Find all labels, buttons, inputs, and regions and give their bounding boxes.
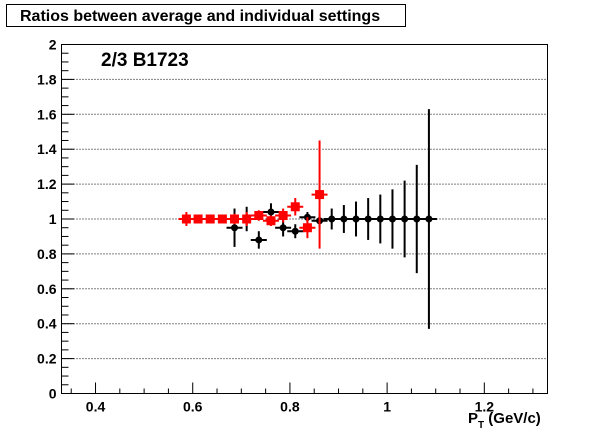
point-marker [205,214,215,224]
point-marker [388,215,396,223]
data-point [250,210,267,221]
y-tick-label: 2 [49,37,57,53]
point-marker [364,215,372,223]
x-tick-label: 0.8 [280,399,300,415]
y-tick-label: 0.4 [37,316,57,332]
y-tick-label: 1.6 [37,106,57,122]
y-tick-label: 0.6 [37,281,57,297]
data-point [420,109,437,329]
data-point [238,212,255,226]
point-marker [266,216,276,226]
point-marker [217,214,227,224]
data-point [311,140,328,249]
point-marker [315,190,325,200]
y-tick-label: 1.2 [37,176,57,192]
x-tick-label: 0.4 [86,399,106,415]
point-marker [340,215,348,223]
y-tick-label: 0 [49,386,57,402]
point-marker [279,224,287,232]
x-axis-title-main: P [468,410,478,427]
y-tick-label: 0.8 [37,246,57,262]
point-marker [401,215,409,223]
point-marker [302,223,312,233]
data-point [262,215,279,226]
x-axis-title-subscript: T [478,420,484,431]
data-point [250,231,267,249]
data-point [299,217,316,239]
point-marker [291,227,299,235]
point-marker [267,208,275,216]
point-marker [413,215,421,223]
axes: 0 0.2 0.4 0.6 0.8 1 1.2 1.4 1.6 1.8 2 0.4 0.6 0.8 1 1.2 [37,37,534,415]
x-tick-label: 0.6 [183,399,203,415]
data-point [372,194,389,244]
chart-annotation: 2/3 B1723 [101,50,189,71]
point-marker [376,215,384,223]
x-tick-label: 1.2 [475,399,495,415]
point-marker [242,214,252,224]
point-marker [278,211,288,221]
x-axis-title-suffix: (GeV/c) [484,410,541,427]
point-marker [193,214,203,224]
x-tick-label: 1 [383,399,391,415]
data-point [287,224,304,239]
data-point [335,205,352,233]
data-point [287,198,304,216]
title-box: Ratios between average and individual se… [6,4,406,27]
point-marker [352,215,360,223]
point-marker [230,214,240,224]
grid [61,78,548,360]
y-tick-label: 0.2 [37,351,57,367]
point-marker [181,214,191,224]
point-marker [254,211,264,221]
point-marker [425,215,433,223]
x-axis-title: PT (GeV/c) [468,410,541,431]
point-marker [231,224,239,232]
data-marks [178,109,437,329]
chart-title: Ratios between average and individual se… [20,8,380,25]
y-tick-label: 1.4 [37,141,57,157]
data-point [396,180,413,258]
point-marker [290,202,300,212]
point-marker [328,215,336,223]
y-tick-label: 1 [49,211,57,227]
point-marker [255,236,263,244]
y-tick-label: 1.8 [37,71,57,87]
data-point [275,208,292,223]
